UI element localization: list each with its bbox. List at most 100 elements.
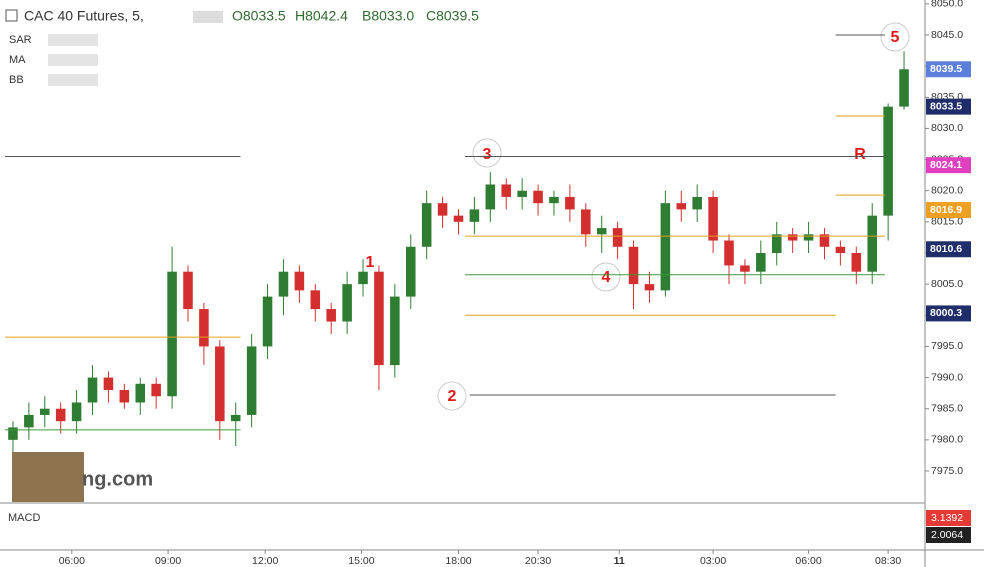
x-tick-label: 06:00 bbox=[795, 555, 821, 567]
wave-circle bbox=[591, 262, 621, 292]
candle-body bbox=[549, 196, 559, 204]
indicator-buttons bbox=[48, 34, 98, 46]
candle-body bbox=[215, 346, 225, 422]
wave-label: 5 bbox=[891, 29, 900, 46]
ohlc-value: B8033.0 bbox=[362, 8, 414, 24]
candle-body bbox=[437, 203, 448, 216]
candle-body bbox=[24, 414, 34, 428]
macd-badge-label: 2.0064 bbox=[931, 529, 963, 541]
candle-body bbox=[867, 215, 877, 272]
ohlc-value: O8033.5 bbox=[232, 8, 286, 24]
candle-body bbox=[756, 253, 766, 272]
ohlc-legend: O8033.5 H8042.4 B8033.0 C8039.5 bbox=[232, 8, 479, 24]
x-tick-label: 08:30 bbox=[875, 555, 901, 567]
candle-body bbox=[230, 414, 241, 422]
plot bbox=[8, 51, 909, 453]
candle-body bbox=[246, 346, 257, 415]
candle-body bbox=[517, 190, 527, 197]
x-tick-label: 15:00 bbox=[348, 555, 374, 567]
candle-body bbox=[581, 209, 591, 235]
candle-body bbox=[151, 383, 161, 397]
price-badge bbox=[926, 61, 971, 78]
candle-body bbox=[119, 390, 130, 403]
candle-body bbox=[421, 203, 432, 247]
candle-body bbox=[899, 69, 909, 107]
candle-body bbox=[565, 196, 575, 210]
candle-body bbox=[8, 427, 18, 440]
price-badge-label: 8024.1 bbox=[930, 159, 962, 171]
candle-body bbox=[390, 296, 400, 366]
price-badge-label: 8000.3 bbox=[930, 307, 962, 319]
candle-body bbox=[803, 234, 814, 241]
candle-body bbox=[644, 284, 655, 291]
y-tick-label: 8045.0 bbox=[931, 29, 963, 41]
wave-label: 1 bbox=[366, 254, 375, 271]
menu-icon[interactable] bbox=[5, 9, 18, 22]
wave-circle bbox=[880, 22, 910, 52]
candle-body bbox=[533, 190, 543, 204]
candle-body bbox=[326, 309, 336, 322]
candle-body bbox=[708, 196, 718, 241]
y-tick-label: 7975.0 bbox=[931, 465, 963, 477]
candle-body bbox=[358, 271, 368, 285]
x-tick-label: 18:00 bbox=[445, 555, 471, 567]
y-tick-label: 7980.0 bbox=[931, 434, 963, 446]
indicator-name: MA bbox=[9, 54, 26, 66]
macd-label: MACD bbox=[8, 512, 40, 524]
header-buttons[interactable] bbox=[193, 11, 223, 23]
indicator-buttons bbox=[48, 74, 98, 86]
candle-body bbox=[787, 234, 798, 241]
price-badge bbox=[926, 157, 971, 174]
price-badge bbox=[926, 305, 971, 322]
candle-body bbox=[262, 296, 273, 347]
macd-badge-label: 3.1392 bbox=[931, 512, 963, 524]
candle-body bbox=[692, 196, 702, 210]
watermark: ng.com bbox=[82, 468, 153, 490]
indicator-name: BB bbox=[9, 74, 24, 86]
candle-body bbox=[294, 271, 305, 291]
wave-label: 3 bbox=[483, 146, 492, 163]
price-badge bbox=[926, 202, 971, 219]
candle-body bbox=[453, 215, 464, 222]
indicator-name: SAR bbox=[9, 34, 32, 46]
wave-label: 4 bbox=[602, 269, 611, 286]
price-badge bbox=[926, 241, 971, 258]
candle-body bbox=[342, 284, 352, 322]
macd-badge bbox=[926, 527, 971, 543]
candle-body bbox=[724, 240, 734, 266]
candle-body bbox=[199, 309, 209, 347]
wave-labels: 1 2 3 4 5 R bbox=[366, 22, 910, 411]
candle-body bbox=[501, 184, 512, 197]
candle-body bbox=[819, 234, 830, 247]
ohlc-value: C8039.5 bbox=[426, 8, 479, 24]
candle-body bbox=[676, 203, 687, 210]
candle-body bbox=[883, 106, 893, 216]
y-tick-label: 7990.0 bbox=[931, 371, 963, 383]
price-badge-label: 8010.6 bbox=[930, 243, 962, 255]
x-tick-label: 20:30 bbox=[525, 555, 551, 567]
candle-body bbox=[87, 377, 98, 403]
candle-body bbox=[771, 234, 782, 253]
candle-body bbox=[612, 228, 623, 247]
macd-badge bbox=[926, 510, 971, 526]
candle-body bbox=[55, 408, 66, 422]
candle-body bbox=[660, 203, 671, 291]
candle-body bbox=[310, 290, 321, 310]
ohlc-value: H8042.4 bbox=[295, 8, 348, 24]
y-tick-label: 8030.0 bbox=[931, 122, 963, 134]
x-tick-label: 06:00 bbox=[59, 555, 85, 567]
candle-body bbox=[851, 253, 862, 272]
price-badge bbox=[926, 98, 971, 115]
x-tick-label: 03:00 bbox=[700, 555, 726, 567]
candle-body bbox=[628, 246, 639, 285]
wave-circle bbox=[472, 138, 502, 168]
x-tick-label: 12:00 bbox=[252, 555, 278, 567]
y-tick-label: 7985.0 bbox=[931, 402, 963, 414]
price-badge-label: 8039.5 bbox=[930, 63, 962, 75]
y-tick-label: 8020.0 bbox=[931, 184, 963, 196]
watermark-logo bbox=[12, 452, 84, 502]
candle-body bbox=[278, 271, 289, 297]
candle-body bbox=[183, 271, 193, 310]
price-badge-label: 8033.5 bbox=[930, 100, 962, 112]
